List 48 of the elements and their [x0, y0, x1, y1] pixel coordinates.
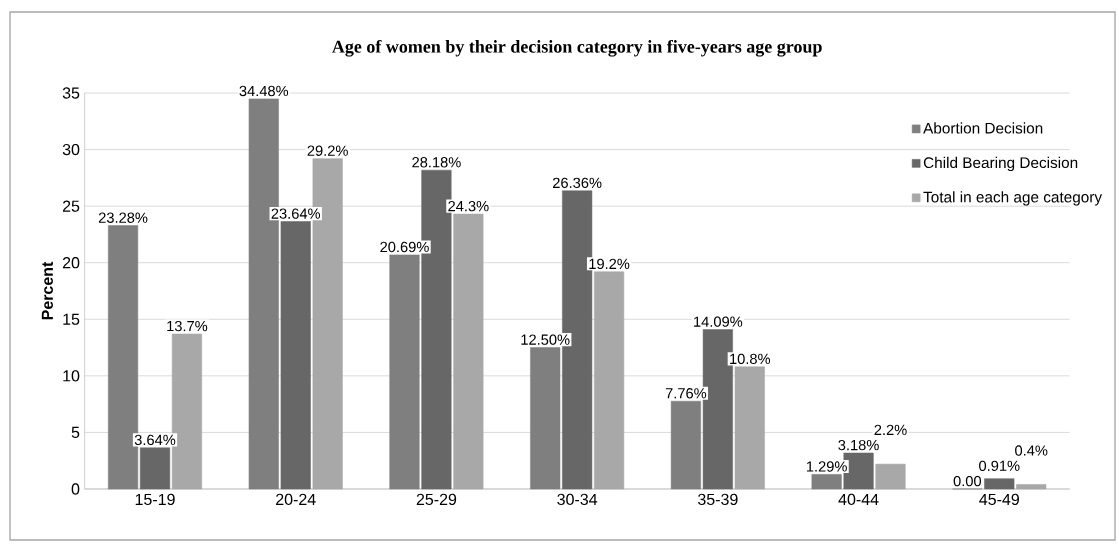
y-tick-label: 5 [71, 426, 80, 438]
x-tick-label: 15-19 [135, 493, 175, 506]
x-tick-label: 30-34 [557, 493, 598, 506]
bar [670, 400, 701, 490]
data-label: 1.29% [806, 461, 847, 472]
x-tick-label: 40-44 [838, 493, 879, 506]
legend-label: Total in each age category [923, 191, 1103, 206]
legend-label: Child Bearing Decision [923, 156, 1078, 172]
data-label: 0.4% [1015, 445, 1048, 456]
data-label: 13.7% [167, 320, 208, 332]
data-label: 12.50% [521, 334, 570, 345]
data-label: 2.2% [874, 424, 907, 436]
y-tick-label: 25 [62, 200, 80, 212]
y-axis-title: Percent [41, 261, 53, 320]
data-label: 23.64% [271, 208, 321, 219]
x-tick-label: 25-29 [416, 493, 457, 506]
data-label: 0.00 [953, 475, 982, 487]
bar [811, 474, 842, 490]
bar [389, 254, 420, 490]
y-tick-label: 15 [63, 313, 80, 325]
y-tick-label: 35 [62, 87, 80, 99]
x-tick-label: 20-24 [276, 493, 316, 506]
data-label: 34.48% [239, 85, 289, 97]
x-tick-label: 35-39 [698, 493, 738, 506]
data-label: 20.69% [380, 241, 429, 253]
y-tick-label: 0 [71, 483, 80, 495]
y-tick-label: 10 [63, 370, 80, 382]
data-label: 29.2% [307, 145, 348, 156]
data-label: 23.28% [98, 212, 148, 223]
y-tick-label: 30 [62, 143, 80, 156]
data-label: 3.18% [838, 439, 879, 451]
data-label: 24.3% [448, 200, 489, 212]
bar [984, 478, 1015, 490]
bar [530, 347, 561, 490]
data-label: 0.91% [979, 460, 1020, 471]
bar [139, 447, 171, 490]
chart-title: Age of women by their decision category in five-years age group [332, 39, 822, 57]
y-tick-label: 20 [62, 257, 80, 269]
data-label: 19.2% [589, 258, 630, 270]
bar [280, 221, 311, 490]
data-label: 3.64% [134, 434, 176, 446]
x-tick-label: 45-49 [979, 493, 1019, 506]
data-label: 14.09% [694, 316, 743, 327]
data-label: 10.8% [730, 353, 771, 365]
data-label: 26.36% [553, 177, 602, 189]
data-label: 7.76% [665, 388, 707, 399]
data-label: 28.18% [412, 157, 461, 168]
legend-label: Abortion Decision [923, 122, 1043, 134]
